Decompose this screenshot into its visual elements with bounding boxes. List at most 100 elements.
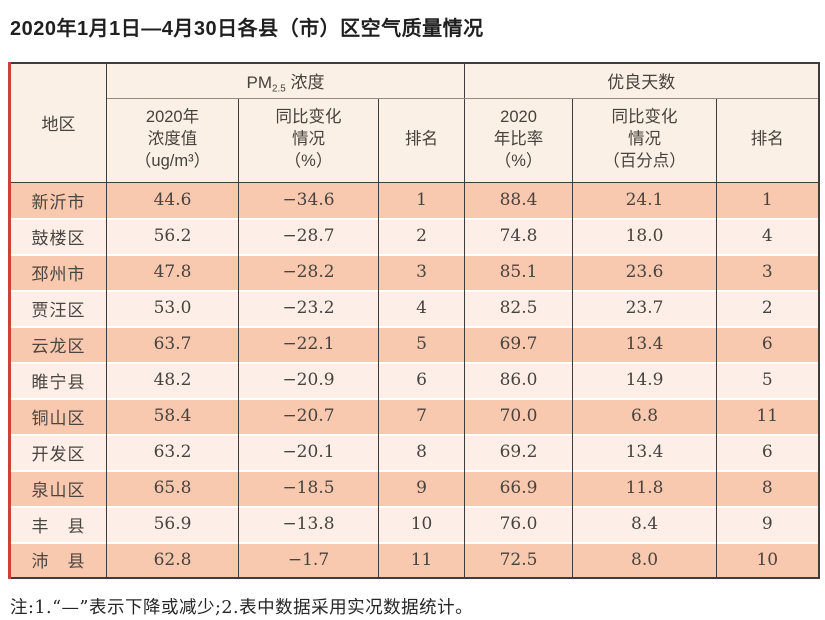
good-days-yoy-change: 23.6	[572, 254, 718, 290]
good-days-yoy-change: 13.4	[572, 434, 718, 470]
table-row: 邳州市 47.8 −28.2 3 85.1 23.6 3	[9, 254, 819, 290]
good-days-rank: 6	[716, 326, 819, 362]
page-title: 2020年1月1日—4月30日各县（市）区空气质量情况	[10, 18, 484, 40]
good-days-rank: 11	[716, 398, 819, 434]
pm-concentration: 65.8	[106, 470, 239, 506]
good-days-ratio: 69.2	[464, 434, 574, 470]
good-days-yoy-change: 11.8	[572, 470, 718, 506]
good-days-ratio: 74.8	[464, 218, 574, 254]
good-days-ratio: 72.5	[464, 542, 574, 578]
good-days-yoy-change: 8.0	[572, 542, 718, 578]
column-header-yoy-change-pct: 同比变化 情况 （%）	[238, 98, 379, 183]
region-name: 沛 县	[9, 542, 107, 578]
good-days-yoy-change: 24.1	[572, 182, 718, 218]
good-days-rank: 2	[716, 290, 819, 326]
good-days-ratio: 69.7	[464, 326, 574, 362]
pm25-subscript: 2.5	[272, 82, 286, 94]
pm-rank: 3	[378, 254, 466, 290]
table-row: 丰 县 56.9 −13.8 10 76.0 8.4 9	[9, 506, 819, 542]
pm-concentration: 58.4	[106, 398, 239, 434]
pm-rank: 8	[378, 434, 466, 470]
region-name: 邳州市	[9, 254, 107, 290]
region-name: 贾汪区	[9, 290, 107, 326]
sub-header-row: 2020年 浓度值 （ug/m³） 同比变化 情况 （%） 排名 2020 年比…	[10, 98, 819, 183]
column-header-good-rank: 排名	[716, 98, 819, 183]
pm-concentration: 44.6	[106, 182, 239, 218]
column-header-region: 地区	[9, 63, 107, 183]
pm-concentration: 56.9	[106, 506, 239, 542]
pm-rank: 5	[378, 326, 466, 362]
table-row: 鼓楼区 56.2 −28.7 2 74.8 18.0 4	[9, 218, 819, 254]
pm-yoy-change: −20.7	[238, 398, 379, 434]
pm-rank: 9	[378, 470, 466, 506]
good-days-yoy-change: 13.4	[572, 326, 718, 362]
pm25-label: PM2.5 浓度	[246, 72, 325, 94]
group-header-row: 地区 PM2.5 浓度 优良天数	[9, 63, 819, 183]
pm-yoy-change: −28.2	[238, 254, 379, 290]
good-days-yoy-change: 18.0	[572, 218, 718, 254]
pm-rank: 2	[378, 218, 466, 254]
column-header-concentration: 2020年 浓度值 （ug/m³）	[106, 98, 239, 183]
good-days-ratio: 66.9	[464, 470, 574, 506]
table-row: 睢宁县 48.2 −20.9 6 86.0 14.9 5	[9, 362, 819, 398]
pm-rank: 10	[378, 506, 466, 542]
region-name: 泉山区	[9, 470, 107, 506]
good-days-yoy-change: 23.7	[572, 290, 718, 326]
pm-yoy-change: −13.8	[238, 506, 379, 542]
good-days-yoy-change: 8.4	[572, 506, 718, 542]
group-header-pm25: PM2.5 浓度	[106, 63, 466, 99]
good-days-ratio: 86.0	[464, 362, 574, 398]
table-row: 新沂市 44.6 −34.6 1 88.4 24.1 1	[9, 182, 819, 218]
table-row: 云龙区 63.7 −22.1 5 69.7 13.4 6	[9, 326, 819, 362]
good-days-ratio: 85.1	[464, 254, 574, 290]
table-row: 铜山区 58.4 −20.7 7 70.0 6.8 11	[9, 398, 819, 434]
good-days-rank: 8	[716, 470, 819, 506]
good-days-rank: 4	[716, 218, 819, 254]
pm-rank: 4	[378, 290, 466, 326]
pm-rank: 6	[378, 362, 466, 398]
region-name: 丰 县	[9, 506, 107, 542]
good-days-rank: 10	[716, 542, 819, 578]
column-header-good-ratio: 2020 年比率 （%）	[464, 98, 574, 183]
good-days-rank: 1	[716, 182, 819, 218]
pm-rank: 11	[378, 542, 466, 578]
air-quality-table: 地区 PM2.5 浓度 优良天数 2020年 浓度值 （ug/m³） 同比变化 …	[8, 62, 820, 579]
good-days-yoy-change: 14.9	[572, 362, 718, 398]
table-row: 开发区 63.2 −20.1 8 69.2 13.4 6	[9, 434, 819, 470]
column-header-yoy-change-points: 同比变化 情况 （百分点）	[572, 98, 718, 183]
region-name: 云龙区	[9, 326, 107, 362]
good-days-rank: 5	[716, 362, 819, 398]
table-row: 沛 县 62.8 −1.7 11 72.5 8.0 10	[9, 542, 819, 578]
pm-concentration: 47.8	[106, 254, 239, 290]
good-days-ratio: 76.0	[464, 506, 574, 542]
pm-concentration: 48.2	[106, 362, 239, 398]
region-name: 睢宁县	[9, 362, 107, 398]
pm-concentration: 53.0	[106, 290, 239, 326]
group-header-good-days: 优良天数	[464, 63, 819, 99]
pm-concentration: 56.2	[106, 218, 239, 254]
region-name: 铜山区	[9, 398, 107, 434]
good-days-rank: 3	[716, 254, 819, 290]
good-days-rank: 9	[716, 506, 819, 542]
good-days-ratio: 82.5	[464, 290, 574, 326]
pm-concentration: 63.7	[106, 326, 239, 362]
good-days-yoy-change: 6.8	[572, 398, 718, 434]
good-days-ratio: 70.0	[464, 398, 574, 434]
pm-yoy-change: −22.1	[238, 326, 379, 362]
region-name: 鼓楼区	[9, 218, 107, 254]
table-row: 泉山区 65.8 −18.5 9 66.9 11.8 8	[9, 470, 819, 506]
pm-yoy-change: −23.2	[238, 290, 379, 326]
pm-yoy-change: −28.7	[238, 218, 379, 254]
footnote: 注:1.“—”表示下降或减少;2.表中数据采用实况数据统计。	[10, 598, 474, 618]
region-name: 新沂市	[9, 182, 107, 218]
pm-rank: 7	[378, 398, 466, 434]
pm-yoy-change: −18.5	[238, 470, 379, 506]
table-header: 地区 PM2.5 浓度 优良天数 2020年 浓度值 （ug/m³） 同比变化 …	[9, 63, 819, 183]
good-days-ratio: 88.4	[464, 182, 574, 218]
pm-yoy-change: −20.1	[238, 434, 379, 470]
table-row: 贾汪区 53.0 −23.2 4 82.5 23.7 2	[9, 290, 819, 326]
region-name: 开发区	[9, 434, 107, 470]
pm-yoy-change: −1.7	[238, 542, 379, 578]
table-body: 新沂市 44.6 −34.6 1 88.4 24.1 1 鼓楼区 56.2 −2…	[9, 182, 819, 578]
